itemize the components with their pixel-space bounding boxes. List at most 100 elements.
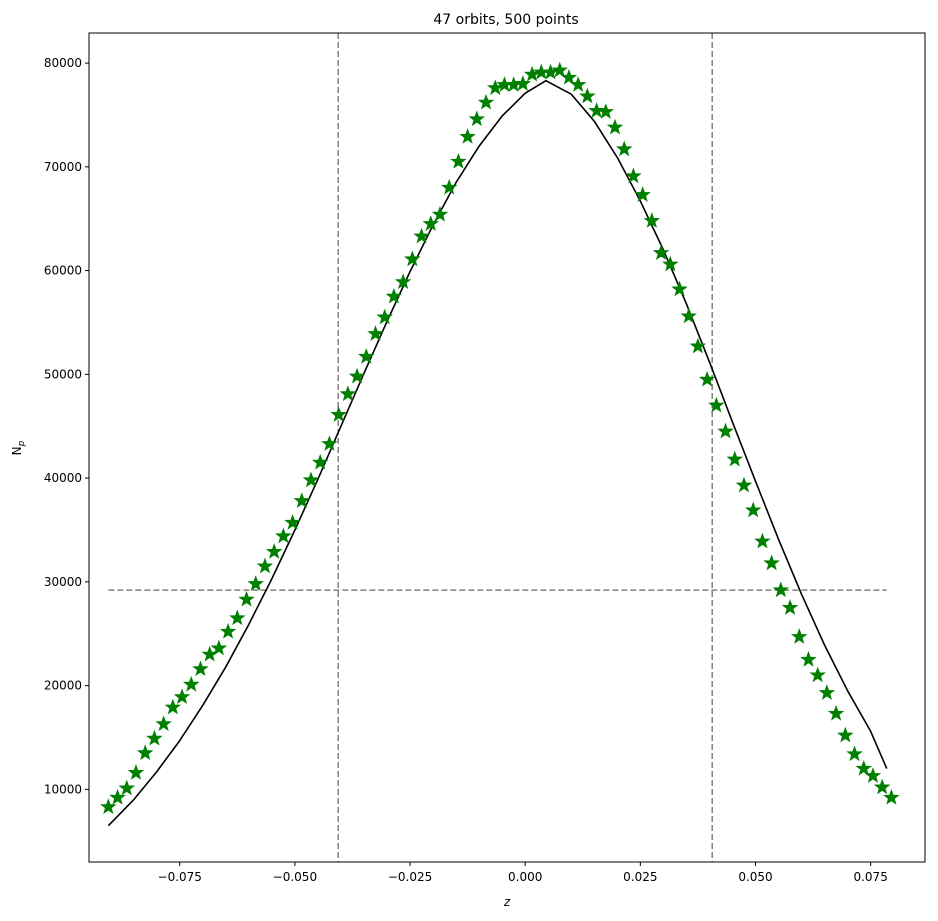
y-tick-label: 30000 <box>44 575 82 589</box>
data-point-star <box>247 575 264 591</box>
data-point-star <box>791 628 808 644</box>
data-point-star <box>652 244 670 260</box>
data-point-star <box>302 471 320 488</box>
y-tick-label: 40000 <box>44 471 82 485</box>
data-point-star <box>744 501 762 518</box>
data-point-star <box>422 215 440 231</box>
data-point-star <box>634 186 651 202</box>
y-tick-label: 80000 <box>44 56 82 70</box>
y-tick-label: 60000 <box>44 264 82 278</box>
fit-curve <box>107 79 888 827</box>
data-point-star <box>192 660 209 677</box>
data-point-star <box>781 599 799 615</box>
data-point-star <box>146 729 163 746</box>
data-point-star <box>615 140 633 157</box>
data-point-star <box>358 348 375 364</box>
y-tick-label: 10000 <box>44 782 82 796</box>
data-point-star <box>689 337 707 354</box>
data-point-star <box>109 789 126 805</box>
data-point-star <box>459 128 476 144</box>
data-point-star <box>717 422 734 439</box>
data-point-star <box>827 704 845 721</box>
data-point-star <box>376 308 393 325</box>
data-point-star <box>468 110 486 127</box>
y-tick-label: 70000 <box>44 160 82 174</box>
data-point-star <box>569 76 587 92</box>
data-point-star <box>809 666 826 683</box>
x-tick-label: −0.050 <box>273 870 317 884</box>
data-point-star <box>625 167 642 184</box>
data-point-star <box>818 684 836 700</box>
x-axis-label: z <box>503 895 511 909</box>
data-point-star <box>883 789 900 805</box>
data-point-star <box>394 273 412 290</box>
data-point-star <box>708 396 725 413</box>
x-axis: −0.075 −0.050 −0.025 0.000 0.025 0.050 0.075 <box>158 862 888 884</box>
data-point-star <box>726 450 744 467</box>
data-point-star <box>127 764 145 780</box>
data-point-star <box>873 778 891 795</box>
data-point-star <box>330 406 347 422</box>
y-axis-label: Np <box>10 440 27 455</box>
data-point-star <box>219 622 237 639</box>
data-point-star <box>164 698 182 715</box>
data-point-star <box>265 543 283 559</box>
data-point-star <box>698 370 716 387</box>
data-point-star <box>229 609 246 626</box>
y-axis: 10000 20000 30000 40000 50000 60000 70000 80000 <box>44 56 89 796</box>
x-tick-label: −0.075 <box>158 870 202 884</box>
data-point-star <box>238 590 255 607</box>
data-point-star <box>311 453 329 470</box>
x-tick-label: 0.050 <box>738 870 772 884</box>
data-point-star <box>560 68 578 85</box>
data-point-star <box>643 212 661 228</box>
x-tick-label: 0.000 <box>508 870 542 884</box>
data-point-star <box>173 688 191 705</box>
data-point-star <box>183 675 200 692</box>
data-point-star <box>772 581 790 598</box>
data-point-star <box>404 250 421 267</box>
data-point-star <box>385 287 403 304</box>
y-tick-label: 50000 <box>44 367 82 381</box>
data-point-star <box>136 744 154 761</box>
chart-title: 47 orbits, 500 points <box>433 12 578 28</box>
data-point-star <box>864 767 882 783</box>
data-point-star <box>671 280 688 297</box>
data-point-star <box>431 205 449 222</box>
data-point-star <box>846 745 863 762</box>
data-point-star <box>293 492 311 508</box>
x-tick-label: −0.025 <box>388 870 432 884</box>
data-point-star <box>155 715 172 732</box>
data-point-star <box>256 557 274 574</box>
data-point-star <box>440 178 458 195</box>
data-point-star <box>588 102 605 118</box>
data-point-star <box>339 385 357 402</box>
data-point-star <box>284 514 301 530</box>
data-point-star <box>763 554 780 571</box>
x-tick-label: 0.075 <box>853 870 887 884</box>
data-point-star <box>597 103 615 119</box>
data-point-star <box>477 93 495 110</box>
x-tick-label: 0.025 <box>623 870 657 884</box>
data-point-star <box>579 87 596 104</box>
data-point-star <box>275 527 292 544</box>
data-point-star <box>662 255 679 272</box>
y-tick-label: 20000 <box>44 679 82 693</box>
data-point-star <box>100 798 117 815</box>
data-point-star <box>210 639 228 656</box>
data-point-star <box>800 651 817 667</box>
data-point-star <box>118 779 136 796</box>
data-point-star <box>735 476 753 493</box>
data-point-star <box>321 435 338 451</box>
data-point-star <box>754 532 771 549</box>
data-point-star <box>348 367 366 384</box>
data-point-star <box>450 152 467 169</box>
data-point-star <box>855 759 872 776</box>
data-point-star <box>551 61 568 78</box>
data-point-star <box>514 75 532 91</box>
data-point-star <box>413 227 430 244</box>
plot-frame <box>88 32 926 863</box>
data-point-star <box>837 726 854 743</box>
